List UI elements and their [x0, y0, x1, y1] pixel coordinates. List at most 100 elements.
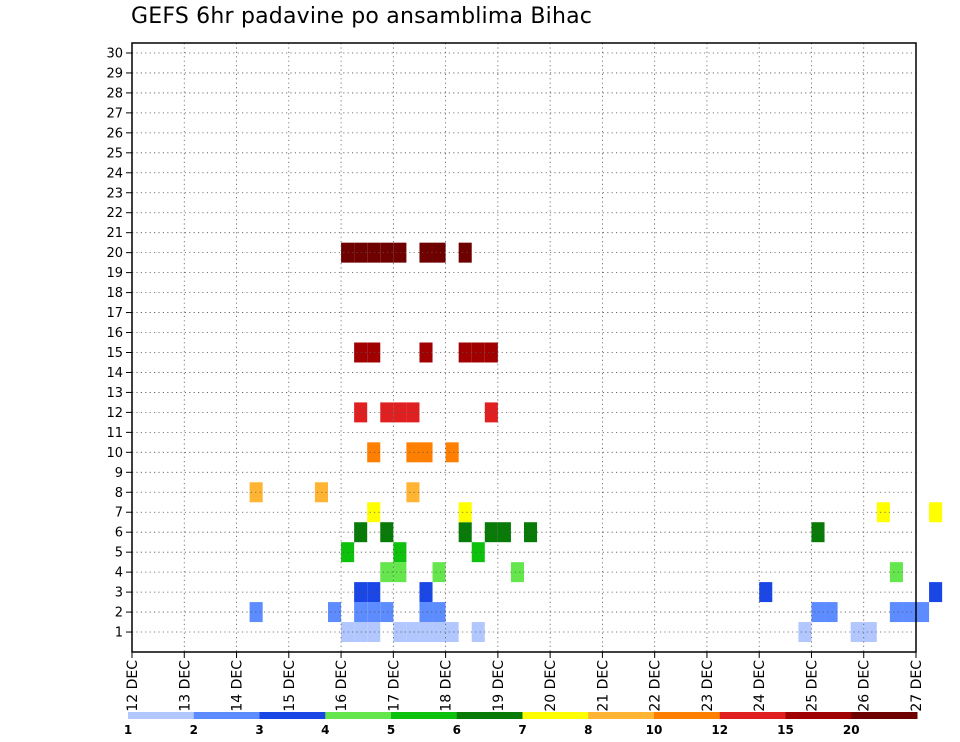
y-tick-label: 2 [115, 606, 123, 621]
heatmap-cell [393, 402, 407, 423]
legend-swatch [128, 712, 195, 719]
y-tick-label: 24 [106, 166, 123, 181]
heatmap-cell [406, 402, 420, 423]
x-tick-label: 17 DEC [386, 660, 402, 712]
heatmap-cell [354, 522, 368, 543]
heatmap-cell [916, 602, 930, 623]
legend-swatch [719, 712, 786, 719]
heatmap-cells [249, 242, 943, 643]
y-tick-label: 3 [115, 586, 123, 601]
heatmap-cell [850, 622, 864, 643]
heatmap-cell [876, 502, 890, 523]
heatmap-cell [432, 242, 446, 263]
heatmap-cell [811, 522, 825, 543]
legend-label: 3 [255, 723, 263, 737]
legend-label: 7 [518, 723, 526, 737]
legend-swatch [785, 712, 852, 719]
y-tick-label: 18 [106, 286, 123, 301]
heatmap-cell [432, 622, 446, 643]
legend-label: 10 [646, 723, 663, 737]
legend-swatch [588, 712, 655, 719]
y-tick-label: 29 [106, 66, 123, 81]
color-legend: 1 2 3 4 5 6 7 8 10 12 15 20 [124, 712, 918, 737]
heatmap-cell [380, 402, 394, 423]
x-tick-label: 19 DEC [491, 660, 507, 712]
y-tick-label: 27 [106, 106, 123, 121]
legend-swatch [391, 712, 458, 719]
heatmap-cell [445, 442, 459, 463]
y-tick-label: 22 [106, 206, 123, 221]
y-tick-label: 13 [106, 386, 123, 401]
heatmap-cell [367, 502, 381, 523]
x-tick-label: 16 DEC [334, 660, 350, 712]
heatmap-cell [798, 622, 812, 643]
x-tick-label: 23 DEC [700, 660, 716, 712]
x-tick-label: 12 DEC [125, 660, 141, 712]
heatmap-cell [354, 582, 368, 603]
y-tick-label: 9 [115, 466, 123, 481]
legend-label: 8 [584, 723, 592, 737]
heatmap-cell [406, 482, 420, 503]
x-tick-label: 22 DEC [648, 660, 664, 712]
legend-swatch [654, 712, 721, 719]
legend-label: 12 [711, 723, 728, 737]
legend-swatch [851, 712, 918, 719]
y-tick-label: 21 [106, 226, 123, 241]
plot-frame [131, 42, 917, 653]
legend-label: 15 [777, 723, 794, 737]
heatmap-cell [367, 442, 381, 463]
heatmap-cell [863, 622, 877, 643]
heatmap-cell [393, 622, 407, 643]
y-tick-label: 10 [106, 446, 123, 461]
heatmap-cell [458, 342, 472, 363]
heatmap-cell [432, 562, 446, 583]
heatmap-cell [380, 602, 394, 623]
y-tick-label: 1 [115, 626, 123, 641]
x-tick-label: 20 DEC [543, 660, 559, 712]
heatmap-cell [393, 542, 407, 563]
chart-title: GEFS 6hr padavine po ansamblima Bihac [131, 4, 593, 29]
heatmap-cell [484, 342, 498, 363]
y-tick-label: 5 [115, 546, 123, 561]
heatmap-cell [367, 602, 381, 623]
heatmap-cell [354, 402, 368, 423]
x-tick-label: 15 DEC [282, 660, 298, 712]
legend-label: 2 [190, 723, 198, 737]
heatmap-cell [419, 242, 433, 263]
y-tick-label: 12 [106, 406, 123, 421]
x-axis-ticks: 12 DEC 13 DEC 14 DEC 15 DEC 16 DEC 17 DEC 18 D… [125, 652, 925, 712]
heatmap-cell [419, 602, 433, 623]
legend-label: 6 [453, 723, 461, 737]
heatmap-cell [406, 622, 420, 643]
heatmap-cell [419, 442, 433, 463]
heatmap-cell [367, 622, 381, 643]
legend-label: 20 [843, 723, 860, 737]
legend-swatch [193, 712, 260, 719]
heatmap-cell [406, 442, 420, 463]
heatmap-cell [367, 342, 381, 363]
heatmap-cell [380, 242, 394, 263]
heatmap-cell [458, 522, 472, 543]
heatmap-cell [354, 622, 368, 643]
heatmap-cell [419, 582, 433, 603]
heatmap-cell [471, 622, 485, 643]
x-tick-label: 13 DEC [177, 660, 193, 712]
heatmap-cell [458, 242, 472, 263]
y-tick-label: 23 [106, 186, 123, 201]
legend-label: 5 [387, 723, 395, 737]
y-tick-label: 16 [106, 326, 123, 341]
heatmap-cell [902, 602, 916, 623]
legend-label: 1 [124, 723, 132, 737]
heatmap-cell [354, 242, 368, 263]
y-tick-label: 25 [106, 146, 123, 161]
legend-swatch [522, 712, 589, 719]
heatmap-cell [929, 502, 943, 523]
heatmap-cell [419, 342, 433, 363]
heatmap-cell [471, 542, 485, 563]
legend-swatch [259, 712, 326, 719]
heatmap-cell [445, 622, 459, 643]
heatmap-cell [354, 342, 368, 363]
x-tick-label: 14 DEC [230, 660, 246, 712]
heatmap-cell [471, 342, 485, 363]
